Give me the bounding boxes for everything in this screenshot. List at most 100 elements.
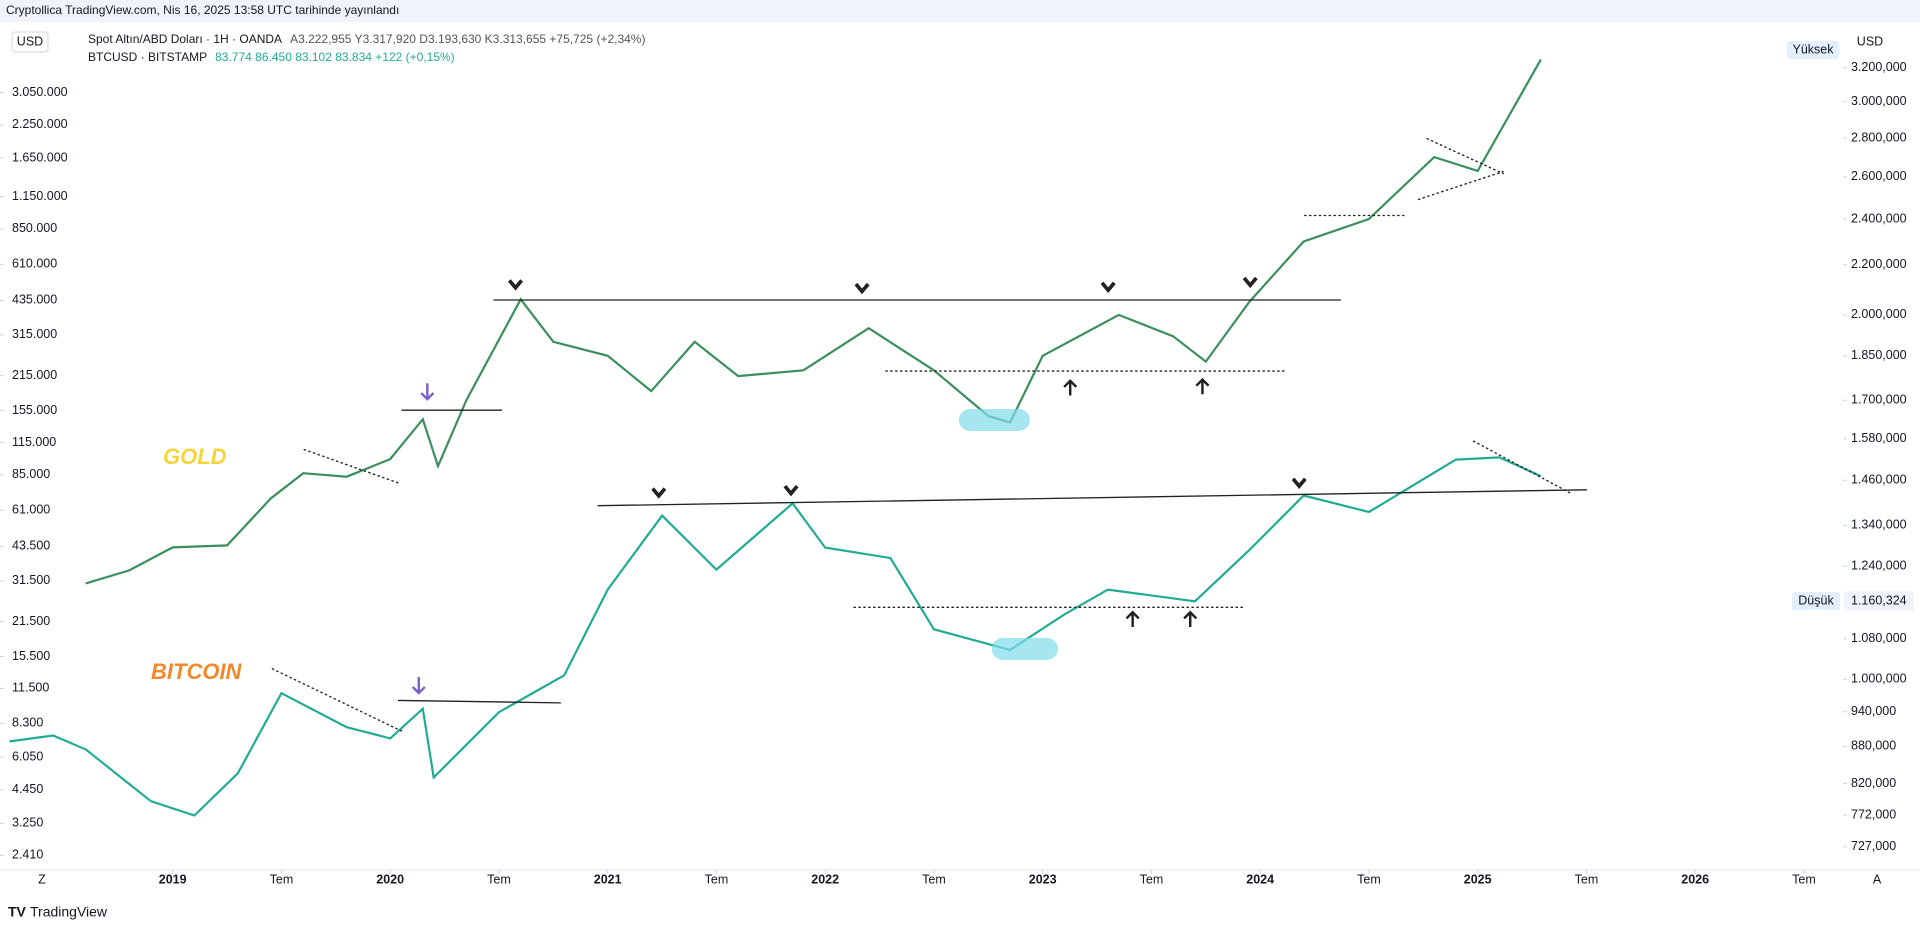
x-tick-label: Tem xyxy=(1575,872,1599,886)
chevron xyxy=(1291,477,1307,489)
right-axis xyxy=(1843,22,1920,870)
low-label: Düşük xyxy=(1798,593,1834,607)
y2-tick-label: 2.200,000 xyxy=(1851,257,1907,271)
trendline xyxy=(303,448,401,485)
x-tick-label: 2022 xyxy=(811,872,839,886)
y2-tick-label: 3.000,000 xyxy=(1851,94,1907,108)
y2-tick-label: 1.340,000 xyxy=(1851,518,1907,532)
y-tick-label: 43.500 xyxy=(12,539,50,553)
y2-tick-label: 772,000 xyxy=(1851,808,1896,822)
x-tick-label: Tem xyxy=(270,872,294,886)
triangle xyxy=(1417,170,1504,201)
x-tick-label: 2023 xyxy=(1029,872,1057,886)
down-arrows xyxy=(411,383,435,695)
y2-tick-label: 3.200,000 xyxy=(1851,60,1907,74)
y-tick-label: 2.250.000 xyxy=(12,117,68,131)
x-tick-label: 2021 xyxy=(594,872,622,886)
resistance xyxy=(397,699,561,704)
corner[interactable]: Z xyxy=(38,872,46,886)
highlight xyxy=(991,637,1058,661)
y-tick-label: 3.050.000 xyxy=(12,85,68,99)
currency-box[interactable] xyxy=(11,31,49,53)
y-tick-label: 31.500 xyxy=(12,573,50,587)
y-tick-label: 115.000 xyxy=(12,435,56,449)
currency-box[interactable] xyxy=(1852,32,1888,52)
y-tick-label: 850.000 xyxy=(12,221,57,235)
y2-tick-label: 2.600,000 xyxy=(1851,169,1907,183)
chevron xyxy=(1100,281,1116,294)
up-arrows xyxy=(1063,377,1210,627)
x-tick-label: 2026 xyxy=(1681,872,1709,886)
peaks xyxy=(507,276,1307,499)
trendline xyxy=(1472,440,1572,495)
high-label: Yüksek xyxy=(1793,42,1835,56)
y-tick-label: 6.050 xyxy=(12,749,43,763)
y2-tick-label: 2.800,000 xyxy=(1851,130,1907,144)
brand-logo: TV xyxy=(8,904,27,920)
chevron xyxy=(783,484,799,497)
x-tick-label: 2024 xyxy=(1246,872,1274,886)
series-line xyxy=(9,456,1542,817)
y2-tick-label: 2.000,000 xyxy=(1851,307,1907,321)
currency-left: USD xyxy=(17,34,43,48)
brand: TradingView xyxy=(30,904,108,920)
legend-name: Spot Altın/ABD Doları · 1H · OANDA xyxy=(88,32,282,46)
y2-tick-label: 727,000 xyxy=(1851,839,1896,853)
y-tick-label: 21.500 xyxy=(12,614,50,628)
legend-name: BTCUSD · BITSTAMP xyxy=(88,50,207,64)
y2-tick-label: 880,000 xyxy=(1851,739,1896,753)
x-tick-label: Tem xyxy=(1792,872,1816,886)
legend-values: A3.222,955 Y3.317,920 D3.193,630 K3.313,… xyxy=(290,32,645,46)
legend-values: 83.774 86.450 83.102 83.834 +122 (+0,15%… xyxy=(215,50,455,64)
chevron xyxy=(1242,276,1258,289)
highlight xyxy=(958,408,1030,432)
y-tick-label: 315.000 xyxy=(12,327,57,341)
y-tick-label: 3.250 xyxy=(12,816,43,830)
y-tick-label: 155.000 xyxy=(12,403,57,417)
y-tick-label: 215.000 xyxy=(12,368,57,382)
x-tick-label: 2020 xyxy=(376,872,404,886)
y2-tick-label: 1.080,000 xyxy=(1851,631,1907,645)
y2-tick-label: 1.000,000 xyxy=(1851,672,1907,686)
chevron xyxy=(507,279,524,291)
resistance xyxy=(597,489,1587,507)
y2-tick-label: 1.700,000 xyxy=(1851,393,1907,407)
annotations xyxy=(271,137,1587,733)
y2-tick-label: 1.240,000 xyxy=(1851,558,1907,572)
y-tick-label: 11.500 xyxy=(12,681,49,695)
y2-tick-label: 2.400,000 xyxy=(1851,211,1907,225)
y-tick-label: 435.000 xyxy=(12,293,57,307)
y-tick-label: 15.500 xyxy=(12,649,50,663)
y2-tick-label: 820,000 xyxy=(1851,776,1896,790)
y-tick-label: 85.000 xyxy=(12,467,50,481)
series-line xyxy=(85,59,1542,585)
corner[interactable]: A xyxy=(1873,872,1882,886)
y2-tick-label: 1.460,000 xyxy=(1851,473,1907,487)
currency-right: USD xyxy=(1857,34,1883,48)
chevron xyxy=(651,487,667,499)
y2-tick-label: 1.580,000 xyxy=(1851,431,1907,445)
high-box xyxy=(1787,41,1839,59)
chevron xyxy=(854,282,870,295)
y-tick-label: 61.000 xyxy=(12,503,50,517)
y-tick-label: 4.450 xyxy=(12,782,43,796)
y-tick-label: 610.000 xyxy=(12,257,57,271)
bitcoin-label: BITCOIN xyxy=(151,659,243,684)
gold-label: GOLD xyxy=(163,444,227,469)
top-bar xyxy=(0,0,1920,22)
low-box xyxy=(1792,592,1840,611)
y-tick-label: 2.410 xyxy=(12,848,43,862)
x-tick-label: Tem xyxy=(1140,872,1164,886)
y2-tick-label: 1.850,000 xyxy=(1851,348,1907,362)
low-value-box xyxy=(1844,591,1914,612)
published: Cryptollica TradingView.com, Nis 16, 202… xyxy=(6,3,399,17)
x-tick-label: Tem xyxy=(922,872,946,886)
y-tick-label: 1.650.000 xyxy=(12,150,68,164)
x-tick-label: 2019 xyxy=(159,872,187,886)
y-tick-label: 1.150.000 xyxy=(12,189,68,203)
x-tick-label: 2025 xyxy=(1464,872,1492,886)
x-tick-label: Tem xyxy=(705,872,729,886)
triangle xyxy=(1426,137,1504,175)
low-value: 1.160,324 xyxy=(1851,593,1907,607)
